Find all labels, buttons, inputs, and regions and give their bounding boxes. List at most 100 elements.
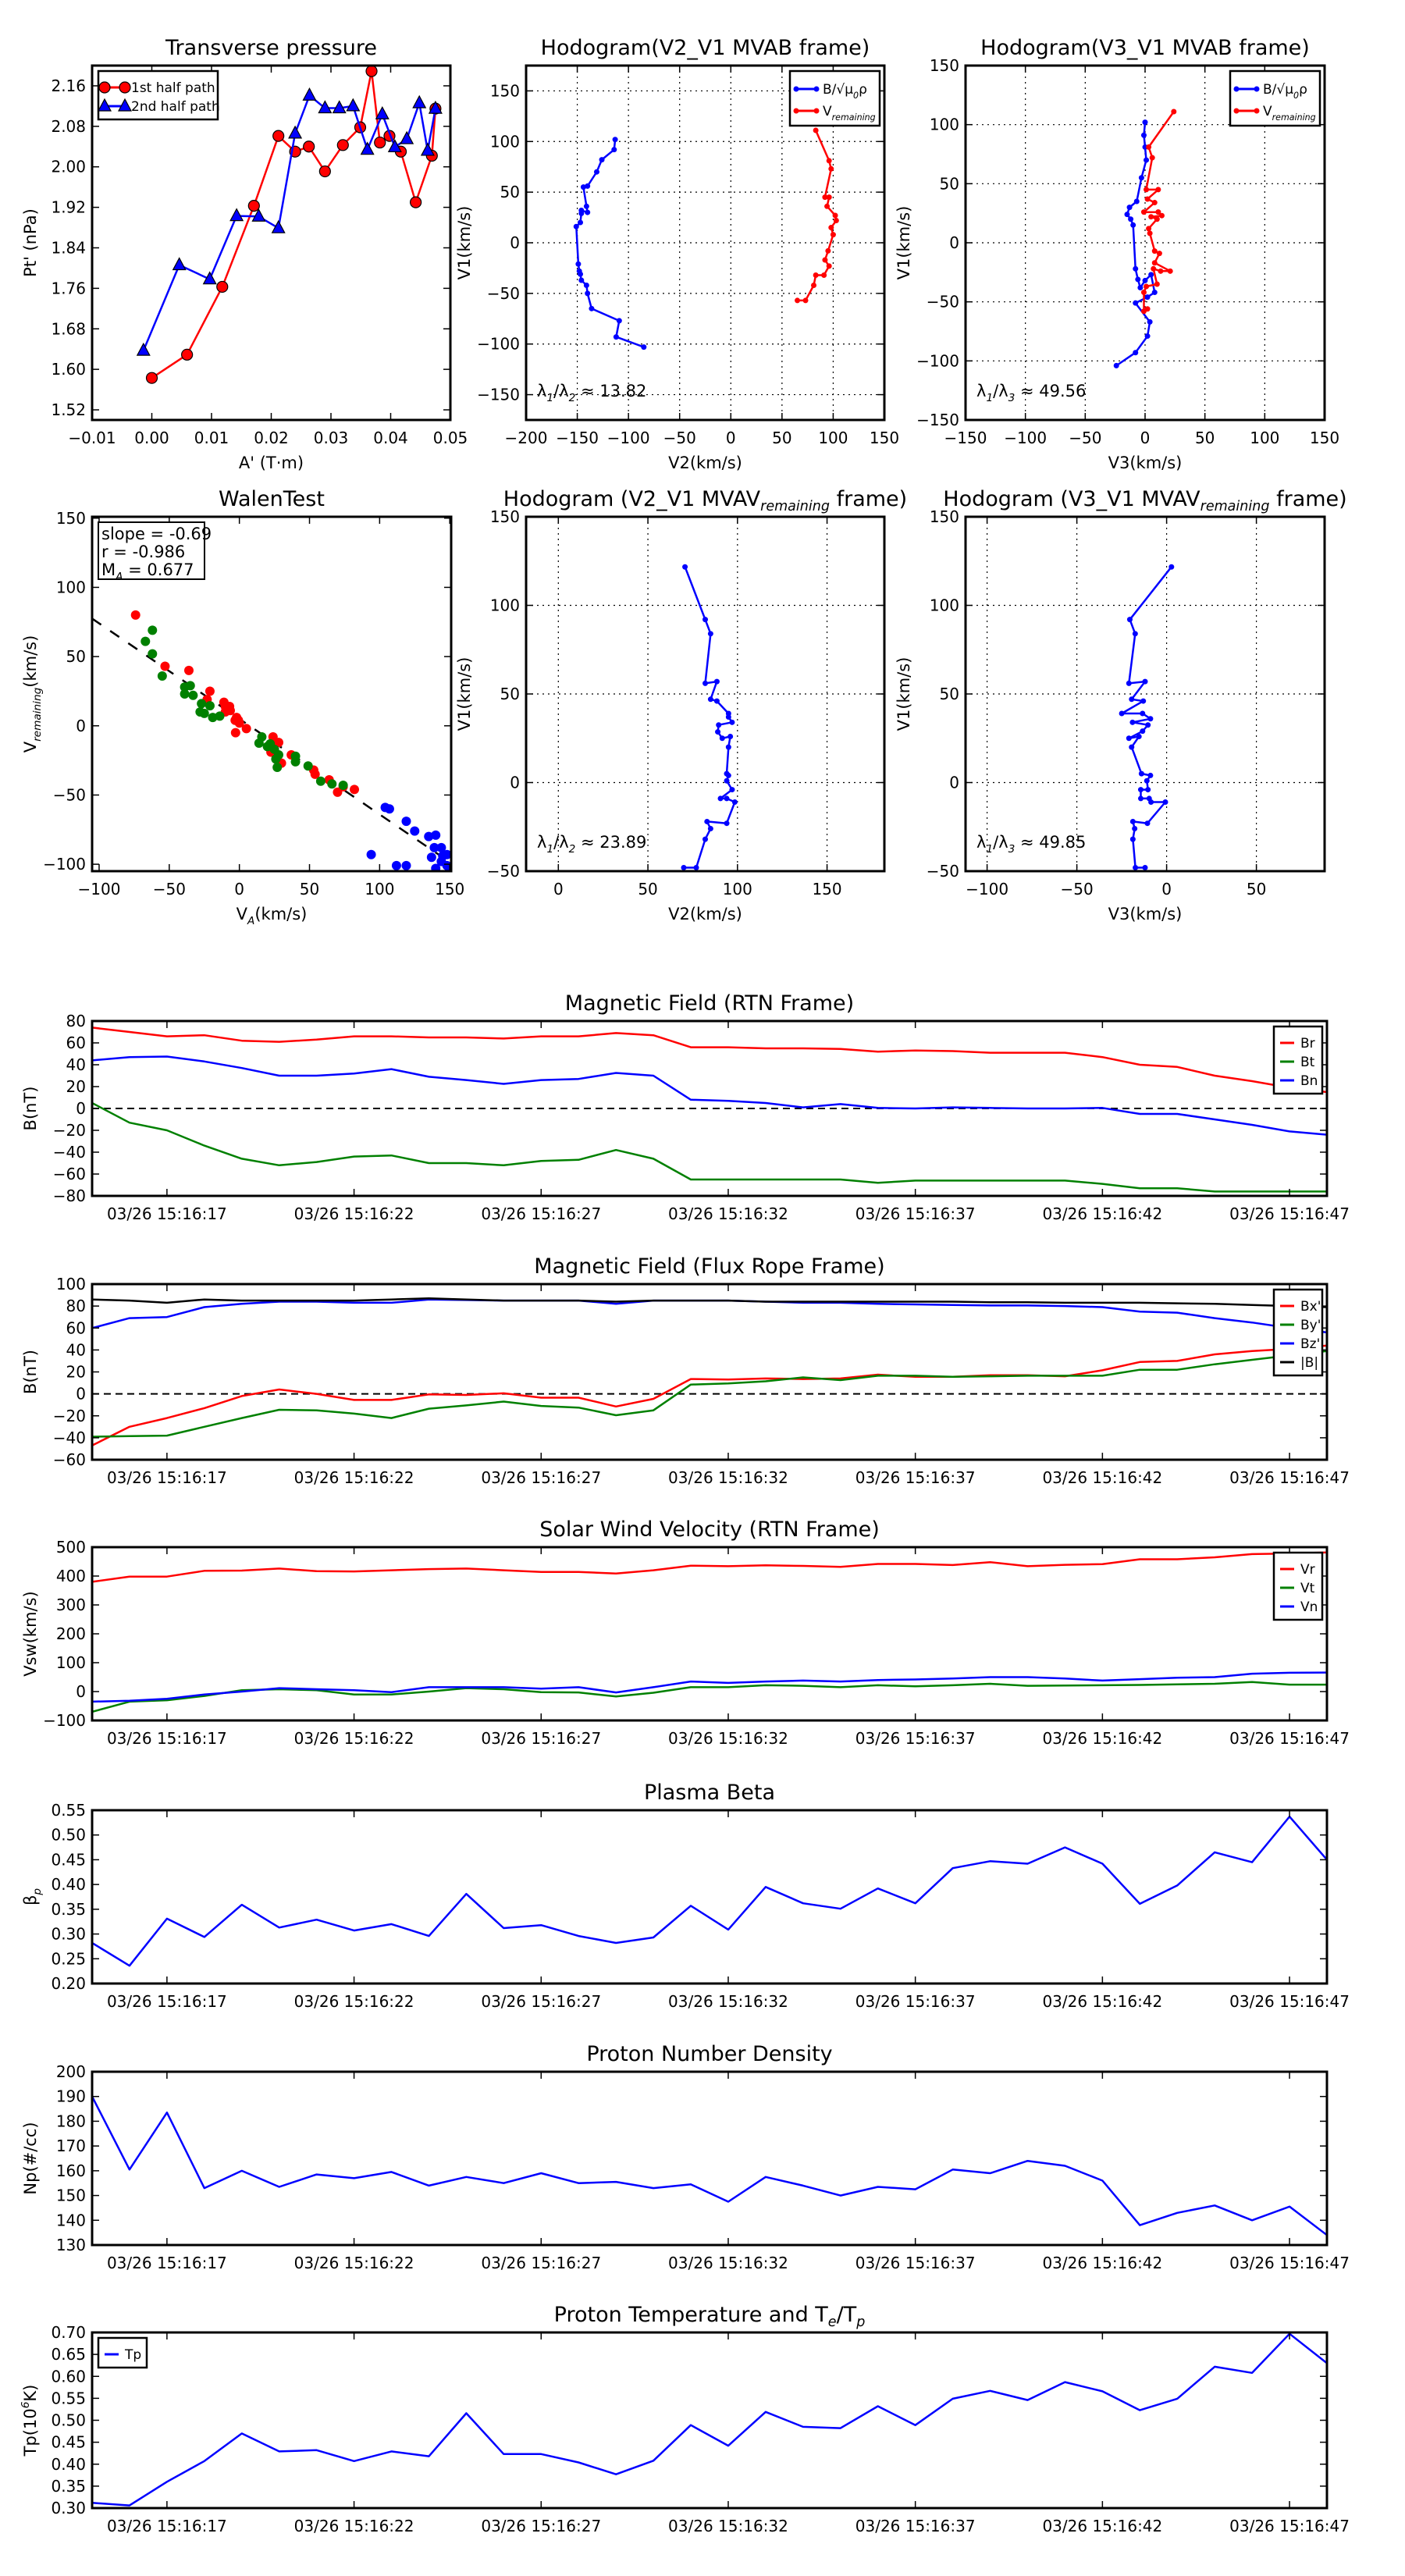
data-point xyxy=(1133,300,1139,306)
legend-label: 2nd half path xyxy=(131,99,220,115)
data-point xyxy=(719,735,725,742)
data-point xyxy=(254,738,264,748)
legend-label: Bt xyxy=(1300,1055,1315,1070)
data-point xyxy=(1140,209,1147,215)
data-point xyxy=(1155,187,1161,193)
x-tick-label: 03/26 15:16:27 xyxy=(481,1204,601,1223)
legend-label: Bz' xyxy=(1300,1336,1320,1352)
x-tick-label: 50 xyxy=(1247,880,1266,898)
data-point xyxy=(822,194,828,201)
x-tick-label: 03/26 15:16:37 xyxy=(855,1468,976,1487)
x-tick-label: 03/26 15:16:27 xyxy=(481,2517,601,2535)
data-point xyxy=(1168,564,1175,570)
data-point xyxy=(1149,155,1155,161)
x-tick-label: 03/26 15:16:22 xyxy=(294,1204,414,1223)
y-tick-label: 0.40 xyxy=(51,1875,86,1894)
y-tick-label: 0.30 xyxy=(51,1925,86,1944)
chart-proton-number-density: 03/26 15:16:17 03/26 15:16:22 03/26 15:16:… xyxy=(21,2042,1350,2272)
data-point xyxy=(185,681,195,691)
legend-box xyxy=(1272,1025,1324,1095)
data-point xyxy=(1140,132,1147,138)
y-tick-label: 1.84 xyxy=(51,238,86,257)
data-point xyxy=(707,631,713,637)
legend-marker xyxy=(1254,86,1260,92)
data-point xyxy=(1129,836,1136,842)
x-tick-label: 03/26 15:16:32 xyxy=(668,1468,788,1487)
y-tick-label: −50 xyxy=(487,284,520,303)
data-point xyxy=(702,617,708,623)
data-point xyxy=(573,223,579,229)
y-tick-label: 0 xyxy=(510,233,520,252)
legend-marker xyxy=(119,81,131,94)
x-tick-label: 03/26 15:16:37 xyxy=(855,1992,976,2011)
x-tick-label: 03/26 15:16:32 xyxy=(668,1729,788,1748)
data-point xyxy=(391,860,401,870)
legend-item: Bn xyxy=(1280,1073,1318,1089)
x-tick-label: 03/26 15:16:17 xyxy=(107,1204,227,1223)
x-tick-label: 150 xyxy=(812,880,841,898)
series-line xyxy=(92,1101,1327,1193)
data-point xyxy=(616,318,622,324)
x-tick-label: −50 xyxy=(153,880,186,898)
data-point xyxy=(365,66,378,77)
data-point xyxy=(360,141,375,155)
data-point xyxy=(802,297,809,304)
legend-item: Bx' xyxy=(1280,1299,1321,1315)
legend-marker xyxy=(118,98,132,112)
x-tick-label: 03/26 15:16:42 xyxy=(1042,1992,1162,2011)
y-tick-label: 2.00 xyxy=(51,158,86,176)
y-axis-label: V1(km/s) xyxy=(455,206,474,280)
y-tick-label: 1.68 xyxy=(51,319,86,338)
legend-item: Vremaining​ xyxy=(793,104,876,123)
y-tick-label: 0.55 xyxy=(51,1801,86,1820)
y-tick-label: 0.60 xyxy=(51,2367,86,2386)
x-tick-label: −50 xyxy=(663,429,696,447)
data-point xyxy=(336,139,349,151)
x-tick-label: −50 xyxy=(1069,429,1101,447)
series-line xyxy=(92,2096,1327,2236)
x-tick-label: 03/26 15:16:47 xyxy=(1229,1204,1350,1223)
series-bn xyxy=(92,1055,1327,1136)
data-point xyxy=(315,776,325,786)
x-tick-label: 03/26 15:16:22 xyxy=(294,1468,414,1487)
chart-plasma-beta: 03/26 15:16:17 03/26 15:16:22 03/26 15:16:… xyxy=(21,1781,1350,2011)
data-point xyxy=(1132,631,1138,637)
legend-item: Vn xyxy=(1280,1599,1318,1615)
y-tick-label: 60 xyxy=(66,1034,86,1052)
series--b- xyxy=(92,1297,1327,1308)
data-point xyxy=(1137,795,1144,802)
data-point xyxy=(1126,617,1133,623)
data-point xyxy=(612,137,618,143)
data-point xyxy=(1144,333,1151,340)
chart-title: Transverse pressure xyxy=(165,36,377,60)
data-point xyxy=(1144,777,1150,784)
data-point xyxy=(230,728,240,738)
y-tick-label: 0.50 xyxy=(51,2411,86,2430)
data-point xyxy=(813,127,819,133)
series-v1-vs-v3 xyxy=(1119,564,1175,870)
x-tick-label: 03/26 15:16:37 xyxy=(855,2517,976,2535)
x-tick-label: 03/26 15:16:32 xyxy=(668,2517,788,2535)
y-tick-label: −20 xyxy=(53,1407,86,1425)
legend: Bx' By' Bz' |B| xyxy=(1272,1288,1324,1377)
series-vn xyxy=(92,1671,1327,1703)
data-point xyxy=(1142,678,1148,685)
y-tick-label: 50 xyxy=(500,183,520,201)
data-point xyxy=(136,342,151,356)
data-point xyxy=(1137,285,1144,291)
x-tick-label: 03/26 15:16:42 xyxy=(1042,2517,1162,2535)
data-point xyxy=(431,830,441,840)
data-point xyxy=(811,282,817,288)
x-axis-label: V2(km/s) xyxy=(668,454,742,472)
data-point xyxy=(731,799,738,805)
data-point xyxy=(271,219,286,233)
data-point xyxy=(717,795,724,802)
data-point xyxy=(1135,276,1141,283)
y-tick-label: 20 xyxy=(66,1363,86,1382)
x-tick-label: 0.00 xyxy=(134,429,169,447)
y-tick-label: 0.30 xyxy=(51,2499,86,2517)
data-point xyxy=(1140,710,1146,717)
legend-marker xyxy=(1233,86,1240,92)
y-axis-label: B(nT) xyxy=(21,1087,40,1131)
legend-item: Vr xyxy=(1280,1562,1315,1578)
